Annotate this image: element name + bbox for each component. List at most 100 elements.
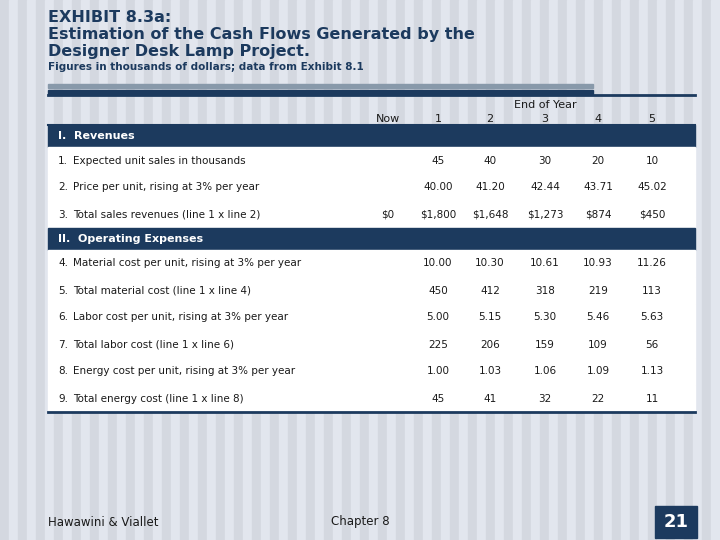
Text: 10.00: 10.00 — [423, 259, 453, 268]
Bar — [48, 358, 695, 385]
Bar — [117, 0, 126, 540]
Text: $1,273: $1,273 — [527, 210, 563, 219]
Text: 10.61: 10.61 — [530, 259, 560, 268]
Bar — [27, 0, 36, 540]
Text: 4.: 4. — [58, 259, 68, 268]
Text: 159: 159 — [535, 340, 555, 349]
Bar — [189, 0, 198, 540]
Text: 41: 41 — [483, 394, 497, 403]
Bar — [180, 0, 189, 540]
Text: 5.46: 5.46 — [586, 313, 610, 322]
Bar — [639, 0, 648, 540]
Text: 1.03: 1.03 — [478, 367, 502, 376]
Bar — [54, 0, 63, 540]
Text: 5.00: 5.00 — [426, 313, 449, 322]
Bar — [48, 84, 593, 88]
Text: Estimation of the Cash Flows Generated by the: Estimation of the Cash Flows Generated b… — [48, 27, 475, 42]
Bar — [324, 0, 333, 540]
Text: I.  Revenues: I. Revenues — [58, 131, 135, 141]
Bar — [153, 0, 162, 540]
Text: 22: 22 — [591, 394, 605, 403]
Text: 5.63: 5.63 — [640, 313, 664, 322]
Text: 3.: 3. — [58, 210, 68, 219]
Bar — [72, 0, 81, 540]
Text: 113: 113 — [642, 286, 662, 295]
Bar — [468, 0, 477, 540]
Bar — [18, 0, 27, 540]
Bar — [531, 0, 540, 540]
Bar — [288, 0, 297, 540]
Text: $1,800: $1,800 — [420, 210, 456, 219]
Bar — [9, 0, 18, 540]
Text: 43.71: 43.71 — [583, 183, 613, 192]
Bar — [612, 0, 621, 540]
Bar — [540, 0, 549, 540]
Text: 7.: 7. — [58, 340, 68, 349]
Bar — [405, 0, 414, 540]
Text: Now: Now — [376, 114, 400, 124]
Bar — [81, 0, 90, 540]
Text: $1,648: $1,648 — [472, 210, 508, 219]
Text: 42.44: 42.44 — [530, 183, 560, 192]
Bar — [594, 0, 603, 540]
Text: 10.30: 10.30 — [475, 259, 505, 268]
Bar — [0, 0, 9, 540]
Bar — [63, 0, 72, 540]
Text: $874: $874 — [585, 210, 611, 219]
Bar — [48, 250, 695, 277]
Text: 219: 219 — [588, 286, 608, 295]
Bar — [144, 0, 153, 540]
Text: 5.15: 5.15 — [478, 313, 502, 322]
Text: Price per unit, rising at 3% per year: Price per unit, rising at 3% per year — [73, 183, 259, 192]
Text: 3: 3 — [541, 114, 549, 124]
Text: 41.20: 41.20 — [475, 183, 505, 192]
Bar — [351, 0, 360, 540]
Bar — [99, 0, 108, 540]
Bar — [648, 0, 657, 540]
Bar — [297, 0, 306, 540]
Bar — [675, 0, 684, 540]
Text: 450: 450 — [428, 286, 448, 295]
Bar — [666, 0, 675, 540]
Bar — [513, 0, 522, 540]
Bar — [126, 0, 135, 540]
Bar — [207, 0, 216, 540]
Bar — [90, 0, 99, 540]
Text: 1.09: 1.09 — [586, 367, 610, 376]
Bar — [48, 228, 695, 250]
Text: Material cost per unit, rising at 3% per year: Material cost per unit, rising at 3% per… — [73, 259, 301, 268]
Bar — [36, 0, 45, 540]
Text: 30: 30 — [539, 156, 552, 165]
Bar — [171, 0, 180, 540]
Bar — [414, 0, 423, 540]
Text: 5.: 5. — [58, 286, 68, 295]
Text: Chapter 8: Chapter 8 — [330, 516, 390, 529]
Bar — [234, 0, 243, 540]
Bar — [576, 0, 585, 540]
Bar — [360, 0, 369, 540]
Bar — [342, 0, 351, 540]
Text: 11: 11 — [645, 394, 659, 403]
Text: 45: 45 — [431, 156, 445, 165]
Text: 40.00: 40.00 — [423, 183, 453, 192]
Text: 10: 10 — [645, 156, 659, 165]
Text: 412: 412 — [480, 286, 500, 295]
Bar — [48, 90, 593, 94]
Bar — [48, 201, 695, 228]
Bar — [549, 0, 558, 540]
Text: Total material cost (line 1 x line 4): Total material cost (line 1 x line 4) — [73, 286, 251, 295]
Text: 4: 4 — [595, 114, 602, 124]
Text: 1: 1 — [434, 114, 441, 124]
Bar — [495, 0, 504, 540]
Text: 9.: 9. — [58, 394, 68, 403]
Bar — [630, 0, 639, 540]
Text: 2: 2 — [487, 114, 494, 124]
Bar — [48, 385, 695, 412]
Text: 6.: 6. — [58, 313, 68, 322]
Text: 40: 40 — [483, 156, 497, 165]
Text: Hawawini & Viallet: Hawawini & Viallet — [48, 516, 158, 529]
Bar — [108, 0, 117, 540]
Text: Energy cost per unit, rising at 3% per year: Energy cost per unit, rising at 3% per y… — [73, 367, 295, 376]
Bar — [279, 0, 288, 540]
Text: $450: $450 — [639, 210, 665, 219]
